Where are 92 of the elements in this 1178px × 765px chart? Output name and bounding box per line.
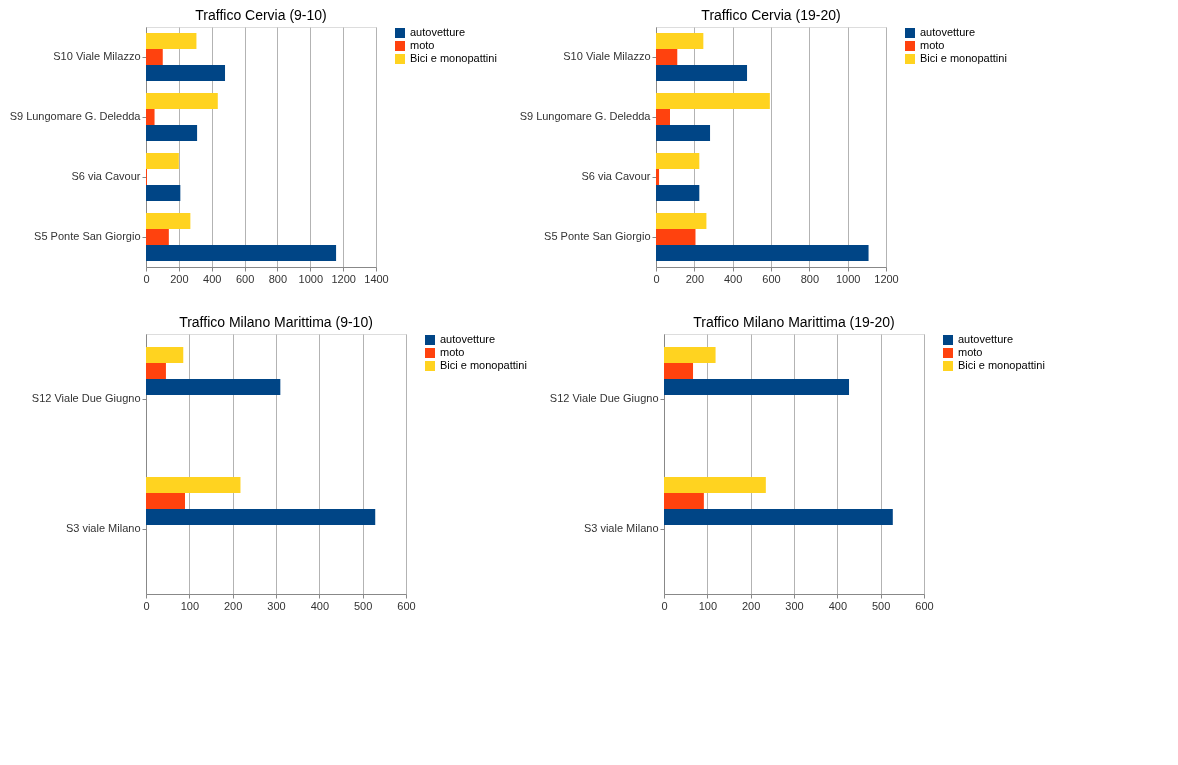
x-tick-label: 800 [800,272,820,285]
chart-title: Traffico Cervia (19-20) [701,7,841,23]
bar [146,363,166,379]
bar [656,185,700,201]
x-tick-label: 1200 [331,272,356,285]
bar [146,65,226,81]
y-tick-label: S6 via Cavour [581,170,651,182]
bar [656,33,704,49]
bar [146,153,179,169]
chart-title: Traffico Milano Marittima (9-10) [179,314,373,330]
x-tick-label: 0 [653,272,660,285]
bar [146,347,184,363]
bar [656,229,696,245]
chart-title: Traffico Milano Marittima (19-20) [693,314,895,330]
bar [656,245,869,261]
y-tick-label: S5 Ponte San Giorgio [544,230,651,242]
x-tick-label: 1000 [835,272,861,285]
x-tick-label: 200 [741,599,761,612]
bar [664,477,766,493]
legend-label: moto [410,39,435,51]
bar [656,125,711,141]
bar [146,213,191,229]
x-tick-label: 300 [785,599,804,612]
bar [146,379,281,395]
x-tick-label: 300 [267,599,286,612]
y-tick-label: S12 Viale Due Giugno [549,392,659,404]
bar [146,185,181,201]
x-tick-label: 500 [353,599,373,612]
legend-label: moto [958,346,983,358]
x-tick-label: 200 [170,272,189,285]
bar [656,93,770,109]
bar [656,65,748,81]
bar [146,493,185,509]
chart-title: Traffico Cervia (9-10) [195,7,327,23]
x-tick-label: 1000 [298,272,324,285]
legend-label: autovetture [958,333,1014,345]
bar [146,245,337,261]
legend-label: Bici e monopattini [410,52,497,64]
x-tick-label: 0 [143,272,150,285]
legend-label: moto [920,39,945,51]
bar [146,109,155,125]
x-tick-label: 400 [828,599,848,612]
bar [656,213,707,229]
bar [146,229,169,245]
y-tick-label: S3 viale Milano [65,522,141,534]
x-tick-label: 1200 [874,272,899,285]
bar [664,509,893,525]
legend-label: autovetture [920,26,976,38]
x-tick-label: 600 [397,599,416,612]
y-tick-label: S10 Viale Milazzo [563,50,651,62]
x-tick-label: 0 [143,599,150,612]
x-tick-label: 400 [310,599,330,612]
y-tick-label: S3 viale Milano [583,522,659,534]
legend-label: Bici e monopattini [440,359,527,371]
bar [146,49,163,65]
legend-label: Bici e monopattini [958,359,1045,371]
y-tick-label: S9 Lungomare G. Deledda [519,110,652,122]
x-tick-label: 800 [268,272,288,285]
legend-label: Bici e monopattini [920,52,1007,64]
x-tick-label: 400 [203,272,222,285]
y-tick-label: S9 Lungomare G. Deledda [9,110,142,122]
bar [656,169,660,185]
x-tick-label: 100 [698,599,718,612]
y-tick-label: S12 Viale Due Giugno [31,392,141,404]
y-tick-label: S10 Viale Milazzo [53,50,141,62]
legend-label: autovetture [410,26,466,38]
bar [664,347,716,363]
bar [146,125,198,141]
x-tick-label: 200 [685,272,705,285]
x-tick-label: 600 [762,272,781,285]
x-tick-label: 0 [661,599,668,612]
bar [664,379,850,395]
x-tick-label: 600 [235,272,255,285]
bar [146,93,218,109]
x-tick-label: 200 [223,599,243,612]
bar [146,33,197,49]
x-tick-label: 100 [180,599,200,612]
x-tick-label: 1400 [364,272,389,285]
y-tick-label: S6 via Cavour [71,170,141,182]
bar [664,493,704,509]
bar [656,109,670,125]
legend-label: moto [440,346,465,358]
x-tick-label: 500 [871,599,891,612]
x-tick-label: 600 [915,599,934,612]
y-tick-label: S5 Ponte San Giorgio [34,230,141,242]
bar [146,509,376,525]
bar [656,49,678,65]
bar [664,363,694,379]
bar [656,153,700,169]
bar [146,477,241,493]
x-tick-label: 400 [723,272,743,285]
legend-label: autovetture [440,333,496,345]
